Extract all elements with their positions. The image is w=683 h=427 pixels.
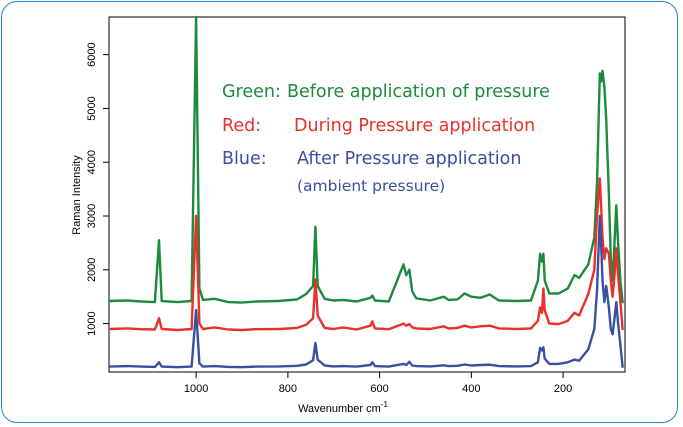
legend-green: Green: Before application of pressure bbox=[222, 82, 550, 102]
plot-area-border bbox=[108, 16, 626, 373]
y-tick-label: 2000 bbox=[86, 258, 98, 282]
x-tick-label: 800 bbox=[279, 383, 297, 395]
y-tick-label: 1000 bbox=[86, 311, 98, 335]
series-layer bbox=[108, 15, 624, 369]
x-axis: 1000 800 600 400 200 bbox=[184, 372, 572, 395]
y-tick-label: 6000 bbox=[86, 42, 98, 66]
series-line-2 bbox=[108, 214, 624, 369]
y-axis-label: Raman Intensity bbox=[71, 155, 83, 235]
series-line-1 bbox=[108, 177, 624, 332]
legend-blue-extra: (ambient pressure) bbox=[297, 177, 445, 195]
legend-red: Red: During Pressure application bbox=[222, 116, 535, 136]
y-tick-label: 3000 bbox=[86, 204, 98, 228]
y-tick-label: 5000 bbox=[86, 96, 98, 120]
series-line-0 bbox=[108, 15, 624, 304]
legend-blue: Blue: After Pressure application bbox=[222, 149, 521, 169]
x-tick-label: 1000 bbox=[184, 383, 208, 395]
x-tick-label: 600 bbox=[370, 383, 388, 395]
chart-frame bbox=[1, 1, 678, 423]
x-tick-label: 200 bbox=[554, 383, 572, 395]
x-axis-label: Wavenumber cm-1 bbox=[298, 400, 388, 415]
y-axis: 1000 2000 3000 4000 5000 6000 bbox=[86, 42, 109, 336]
x-tick-label: 400 bbox=[462, 383, 480, 395]
y-tick-label: 4000 bbox=[86, 150, 98, 174]
